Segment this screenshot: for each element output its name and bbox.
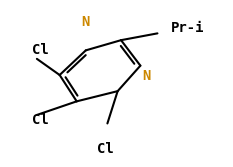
Text: N: N [82,15,90,29]
Text: Cl: Cl [97,142,113,156]
Text: Cl: Cl [31,43,48,57]
Text: N: N [142,69,151,83]
Text: Pr-i: Pr-i [171,21,205,35]
Text: Cl: Cl [31,113,48,127]
